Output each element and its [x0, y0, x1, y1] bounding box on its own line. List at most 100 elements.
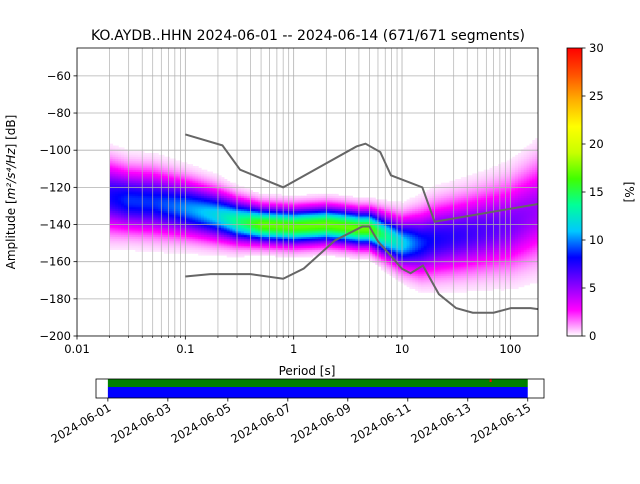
psd-cell	[178, 218, 182, 221]
psd-cell	[158, 245, 162, 249]
psd-cell	[203, 236, 208, 239]
psd-cell	[129, 229, 134, 232]
psd-cell	[406, 238, 411, 241]
psd-cell	[300, 208, 305, 211]
psd-cell	[415, 232, 419, 236]
psd-cell	[223, 229, 228, 232]
psd-cell	[118, 219, 122, 223]
psd-cell	[392, 225, 396, 228]
psd-cell	[161, 156, 165, 159]
psd-cell	[129, 177, 134, 180]
psd-cell	[135, 214, 139, 217]
psd-cell	[232, 251, 236, 254]
psd-cell	[406, 284, 411, 288]
psd-cell	[292, 206, 296, 210]
psd-cell	[398, 231, 402, 234]
psd-cell	[121, 171, 125, 174]
psd-cell	[129, 205, 134, 208]
psd-cell	[123, 219, 128, 223]
psd-cell	[249, 190, 254, 193]
psd-cell	[352, 205, 356, 208]
psd-cell	[149, 219, 154, 223]
psd-cell	[269, 251, 273, 254]
psd-cell	[132, 193, 136, 197]
psd-cell	[372, 229, 376, 232]
psd-cell	[132, 242, 136, 245]
psd-cell	[112, 206, 116, 210]
psd-cell	[161, 249, 165, 252]
psd-cell	[266, 253, 271, 256]
psd-cell	[303, 236, 308, 239]
psd-cell	[240, 227, 245, 230]
psd-cell	[329, 251, 333, 254]
psd-cell	[155, 165, 159, 169]
psd-cell	[392, 270, 396, 273]
psd-cell	[406, 258, 411, 262]
psd-cell	[320, 219, 325, 223]
psd-cell	[360, 255, 365, 258]
psd-cell	[303, 227, 308, 230]
psd-cell	[146, 160, 151, 163]
psd-cell	[249, 197, 254, 200]
psd-cell	[372, 253, 376, 256]
psd-cell	[378, 234, 382, 237]
psd-cell	[400, 247, 405, 250]
psd-cell	[243, 229, 248, 232]
psd-cell	[283, 214, 288, 217]
psd-cell	[332, 199, 336, 202]
psd-cell	[141, 232, 145, 236]
psd-cell	[161, 247, 165, 250]
psd-cell	[243, 238, 248, 241]
psd-cell	[246, 188, 251, 191]
psd-cell	[112, 221, 116, 224]
psd-cell	[415, 283, 419, 286]
psd-cell	[392, 262, 396, 265]
psd-cell	[418, 199, 422, 202]
psd-cell	[189, 240, 194, 243]
psd-cell	[398, 262, 402, 265]
psd-cell	[138, 210, 142, 213]
psd-cell	[406, 283, 411, 286]
psd-cell	[266, 225, 271, 228]
psd-cell	[306, 255, 311, 258]
psd-cell	[109, 152, 114, 156]
psd-cell	[303, 205, 308, 208]
psd-cell	[329, 247, 333, 250]
psd-cell	[223, 253, 228, 256]
psd-cell	[386, 212, 391, 215]
psd-cell	[149, 182, 154, 185]
psd-cell	[315, 240, 319, 243]
psd-cell	[392, 231, 396, 234]
psd-cell	[243, 247, 248, 250]
psd-cell	[372, 219, 376, 223]
psd-cell	[246, 253, 251, 256]
psd-cell	[141, 154, 145, 158]
psd-cell	[135, 154, 139, 158]
psd-cell	[300, 225, 305, 228]
psd-cell	[278, 236, 282, 239]
psd-cell	[283, 218, 288, 221]
psd-cell	[112, 205, 116, 208]
psd-cell	[263, 195, 268, 198]
psd-cell	[338, 218, 342, 221]
psd-cell	[263, 234, 268, 237]
psd-cell	[181, 205, 185, 208]
psd-cell	[226, 219, 231, 223]
psd-cell	[206, 190, 211, 193]
psd-cell	[121, 158, 125, 161]
psd-cell	[115, 164, 119, 167]
psd-cell	[129, 169, 134, 172]
psd-cell	[175, 173, 179, 176]
psd-cell	[406, 206, 411, 210]
psd-cell	[326, 195, 331, 198]
psd-cell	[109, 193, 114, 197]
psd-cell	[238, 208, 242, 211]
psd-cell	[132, 214, 136, 217]
psd-cell	[132, 165, 136, 169]
psd-cell	[392, 201, 396, 204]
psd-cell	[181, 193, 185, 197]
psd-cell	[278, 242, 282, 245]
psd-cell	[149, 199, 154, 202]
psd-cell	[138, 190, 142, 193]
psd-cell	[360, 199, 365, 202]
